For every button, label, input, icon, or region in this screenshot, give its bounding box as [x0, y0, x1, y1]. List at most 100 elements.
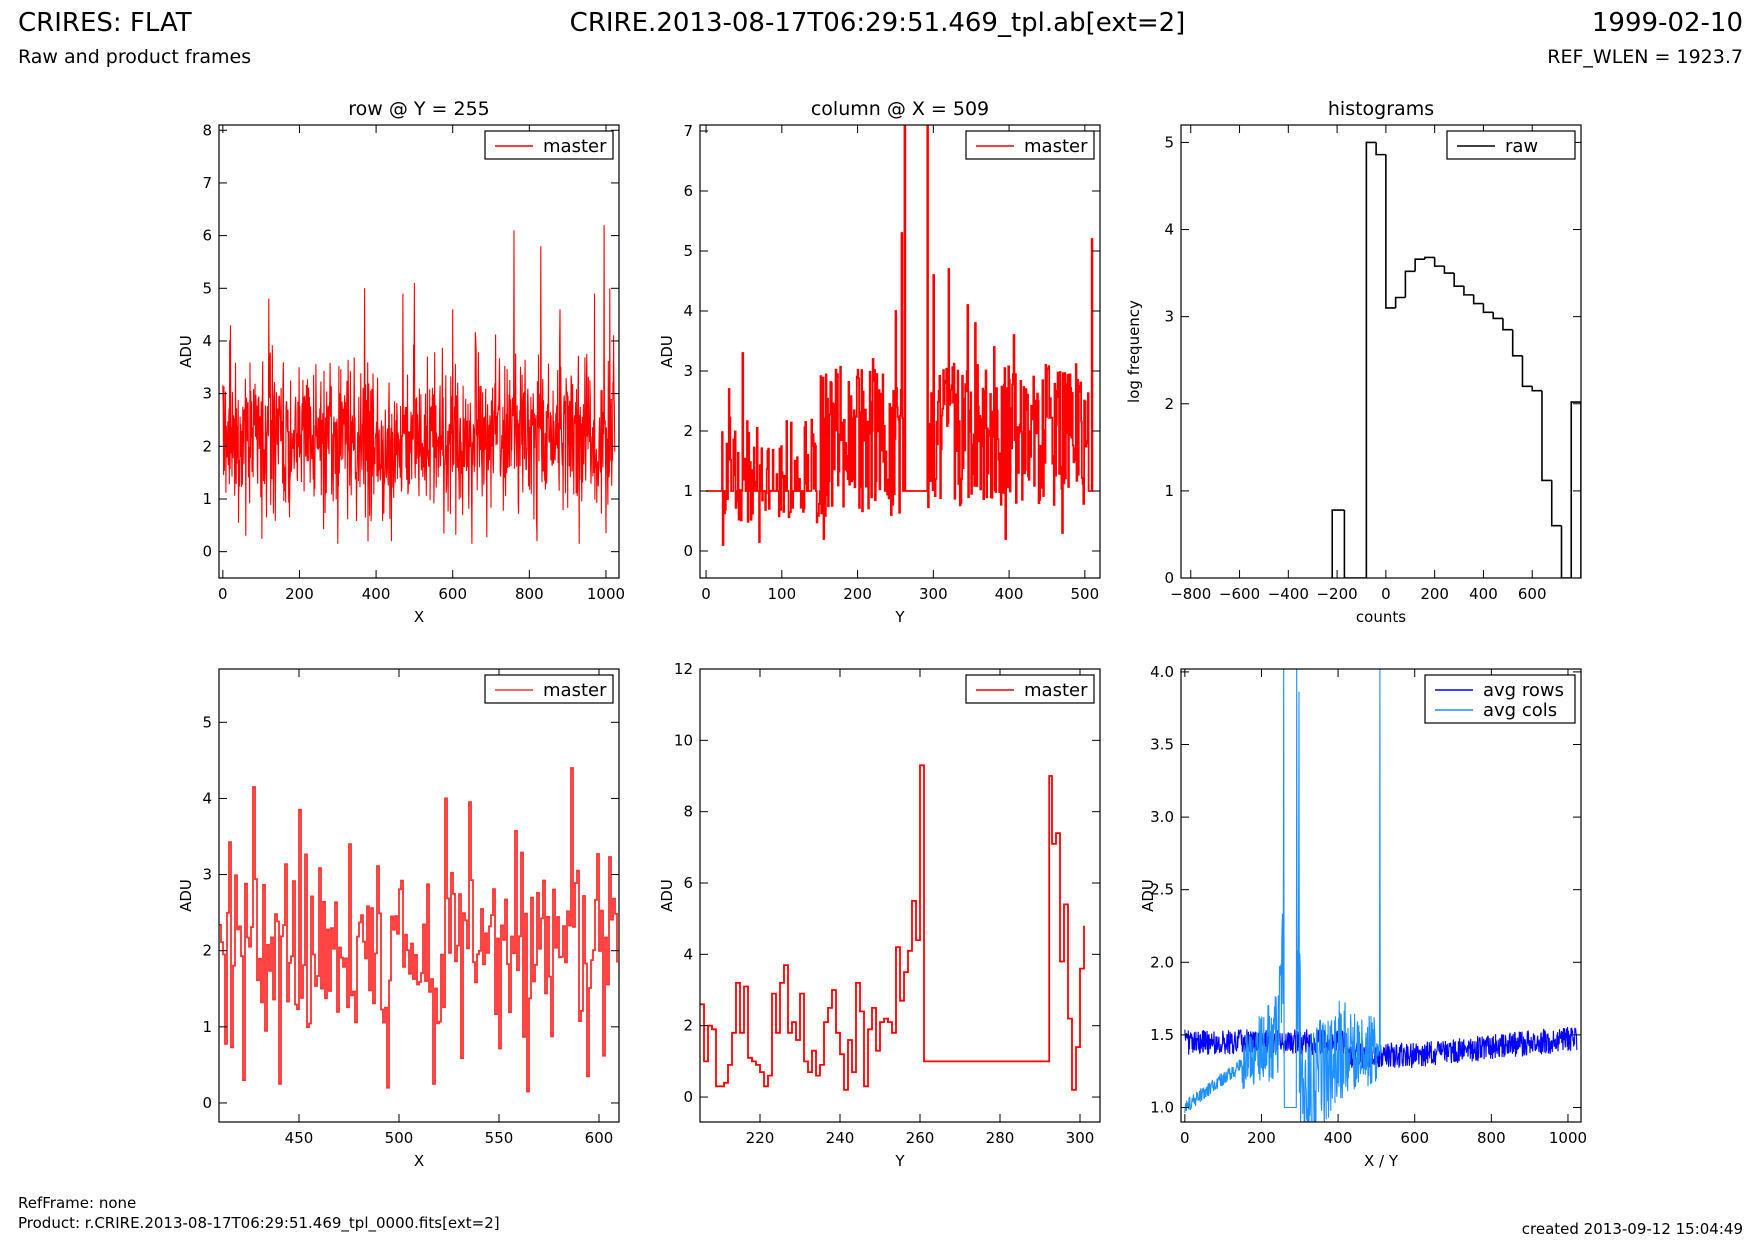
series-master [700, 764, 1085, 1091]
series-raw [1331, 141, 1581, 578]
y-tick-label: 7 [683, 122, 693, 140]
x-tick-label: 260 [906, 1129, 935, 1147]
histogram-bar [1464, 295, 1474, 578]
chart-title: histograms [1328, 98, 1434, 120]
x-tick-label: 0 [1180, 1129, 1190, 1147]
date-label: 1999-02-10 [1591, 8, 1743, 38]
series-master [222, 225, 616, 544]
x-tick-label: 0 [1381, 585, 1391, 603]
x-axis-label: Y [894, 608, 905, 626]
y-tick-label: 6 [683, 874, 693, 892]
y-tick-label: 4 [1164, 221, 1174, 239]
x-tick-label: 220 [746, 1129, 775, 1147]
x-tick-label: 200 [1247, 1129, 1276, 1147]
x-tick-label: 1000 [587, 585, 625, 603]
legend-label: master [1024, 680, 1088, 701]
x-axis-label: X / Y [1364, 1152, 1399, 1170]
histogram-bar [1571, 402, 1581, 578]
x-axis-label: X [414, 608, 424, 626]
legend-box [965, 674, 1095, 704]
y-tick-label: 1.0 [1150, 1098, 1174, 1116]
x-tick-label: 0 [218, 585, 228, 603]
legend-box [1424, 674, 1576, 724]
histogram-bar [1366, 142, 1376, 578]
histogram-bar [1454, 286, 1464, 578]
x-tick-label: 500 [385, 1129, 414, 1147]
y-tick-label: 0 [1164, 569, 1174, 587]
y-tick-label: 4 [683, 945, 693, 963]
series-master [706, 125, 1094, 546]
histogram-bar [1522, 386, 1532, 578]
histogram-bar [1552, 526, 1562, 578]
x-tick-label: 500 [1071, 585, 1100, 603]
y-tick-label: 0 [202, 543, 212, 561]
y-tick-label: 1 [1164, 482, 1174, 500]
legend-label: master [1024, 136, 1088, 157]
y-tick-label: 0 [683, 542, 693, 560]
y-tick-label: 5 [683, 242, 693, 260]
histogram-bar [1483, 312, 1493, 578]
y-tick-label: 3 [202, 866, 212, 884]
x-tick-label: 400 [995, 585, 1024, 603]
y-tick-label: 3.0 [1150, 808, 1174, 826]
legend-label: avg cols [1483, 700, 1557, 721]
chart-column: 0 100 200 300 400 500 0 1 2 3 4 5 6 7 column @ X = 509… [658, 98, 1101, 626]
plot-frame [218, 124, 620, 579]
y-axis-label: log frequency [1125, 300, 1143, 403]
x-tick-label: 400 [1324, 1129, 1353, 1147]
y-tick-label: 2.0 [1150, 953, 1174, 971]
x-tick-label: 200 [843, 585, 872, 603]
x-tick-label: 1000 [1549, 1129, 1587, 1147]
x-tick-label: 550 [485, 1129, 514, 1147]
legend-box [1446, 130, 1576, 160]
y-tick-label: 5 [202, 713, 212, 731]
ref-wlen-label: REF_WLEN = 1923.7 [1547, 46, 1743, 68]
y-tick-label: 1 [202, 490, 212, 508]
histogram-bar [1425, 257, 1435, 578]
x-tick-label: 280 [986, 1129, 1015, 1147]
x-tick-label: 400 [1469, 585, 1498, 603]
histogram-bar [1503, 330, 1513, 578]
x-tick-label: 800 [515, 585, 544, 603]
y-axis-label: ADU [658, 879, 676, 912]
x-tick-label: −600 [1219, 585, 1260, 603]
x-axis-label: counts [1356, 608, 1406, 626]
y-tick-label: 2 [202, 942, 212, 960]
y-tick-label: 4 [202, 332, 212, 350]
plot-frame [699, 668, 1101, 1123]
histogram-bar [1396, 297, 1406, 578]
chart-row: 0 200 400 600 800 1000 0 1 2 3 4 5 6 7 8 row @ Y = 255 X… [177, 98, 625, 626]
y-axis-label: ADU [177, 335, 195, 368]
y-tick-label: 5 [202, 279, 212, 297]
report-title: CRIRES: FLAT [18, 8, 192, 38]
y-tick-label: 2 [202, 437, 212, 455]
x-tick-label: 200 [285, 585, 314, 603]
x-tick-label: 600 [585, 1129, 614, 1147]
histogram-bar [1542, 480, 1552, 578]
chart-row-zoom: 450 500 550 600 0 1 2 3 4 5 X ADU master [177, 668, 620, 1170]
x-tick-label: −400 [1268, 585, 1309, 603]
plot-frame [1180, 124, 1582, 579]
x-tick-label: 300 [919, 585, 948, 603]
histogram-bar [1405, 271, 1415, 578]
y-axis-label: ADU [658, 335, 676, 368]
y-tick-label: 3 [683, 362, 693, 380]
legend-label: master [543, 680, 607, 701]
histogram-bar [1386, 308, 1396, 578]
x-tick-label: 600 [1400, 1129, 1429, 1147]
histogram-bar [1493, 318, 1503, 578]
y-tick-label: 6 [683, 182, 693, 200]
histogram-bar [1415, 259, 1425, 578]
histogram-bar [1332, 510, 1344, 578]
chart-column-zoom: 220 240 260 280 300 0 2 4 6 8 10 12 Y ADU master [658, 660, 1101, 1170]
y-tick-label: 4 [683, 302, 693, 320]
x-tick-label: 400 [362, 585, 391, 603]
histogram-bar [1376, 155, 1386, 578]
plot-frame [1180, 668, 1582, 1123]
legend-label: raw [1505, 136, 1538, 157]
y-tick-label: 6 [202, 227, 212, 245]
x-tick-label: 100 [767, 585, 796, 603]
y-tick-label: 3 [1164, 308, 1174, 326]
chart-title: row @ Y = 255 [348, 98, 490, 120]
